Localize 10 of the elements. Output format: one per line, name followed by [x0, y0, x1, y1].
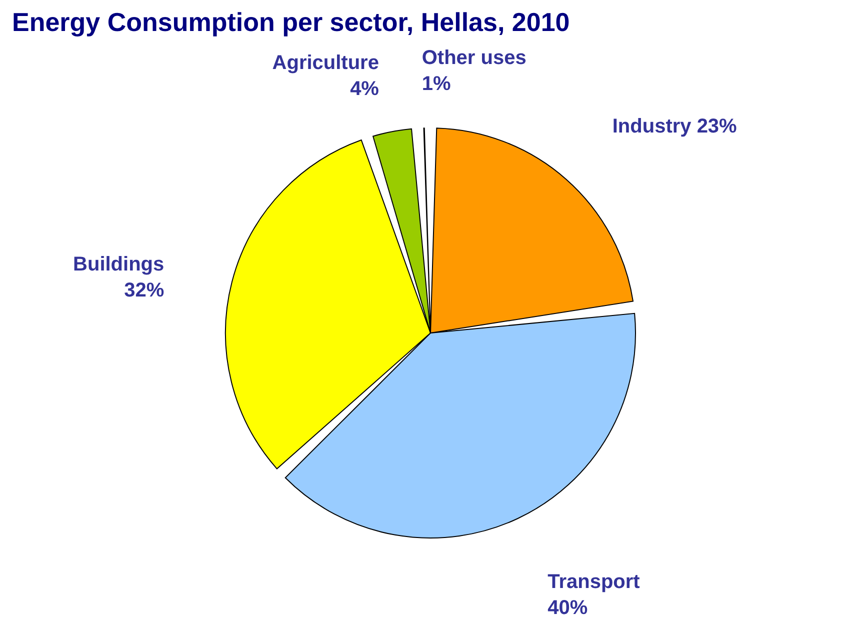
data-label: 4%	[350, 78, 380, 100]
slice-label: Agriculture	[272, 52, 379, 74]
slice-label: Buildings	[73, 254, 164, 276]
chart-title: Energy Consumption per sector, Hellas, 2010	[12, 7, 570, 37]
slice-label: Industry 23%	[612, 116, 738, 138]
data-label: 1%	[422, 73, 451, 96]
slice-label: Other uses	[422, 47, 526, 70]
slice-label: Transport	[548, 570, 640, 593]
data-label: 32%	[124, 280, 164, 302]
data-label: 40%	[548, 596, 588, 619]
